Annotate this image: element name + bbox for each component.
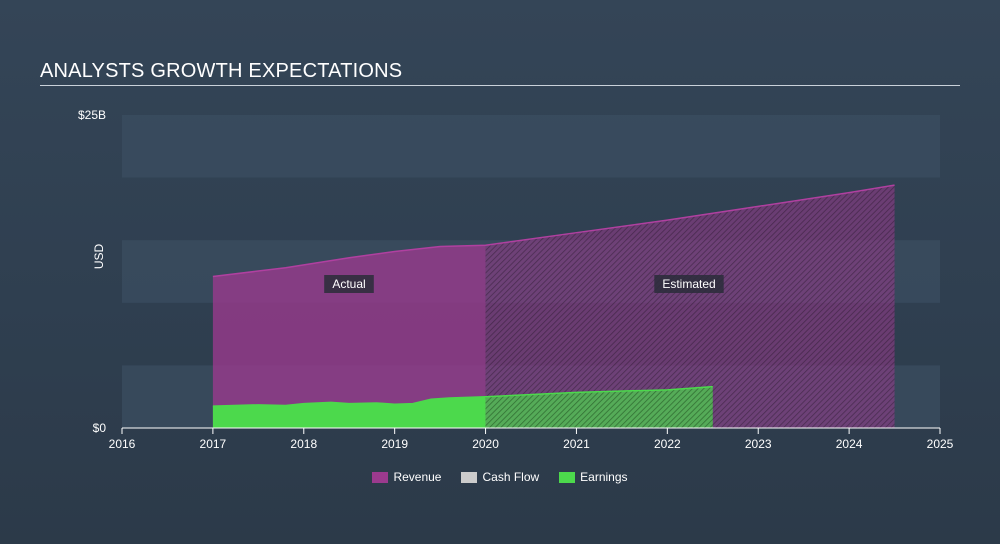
x-tick-label-2023: 2023 <box>745 437 772 451</box>
legend-label: Earnings <box>580 470 628 484</box>
legend-swatch <box>559 471 576 483</box>
estimated-label-bg <box>654 275 724 293</box>
x-tick-label-2017: 2017 <box>200 437 227 451</box>
x-tick-label-2020: 2020 <box>472 437 499 451</box>
legend-item-cash-flow[interactable]: Cash Flow <box>461 470 539 484</box>
legend-label: Revenue <box>393 470 442 484</box>
grid-band <box>122 115 940 178</box>
actual-label: Actual <box>324 275 374 293</box>
earnings-line <box>212 385 713 407</box>
legend-item-earnings[interactable]: Earnings <box>559 470 628 484</box>
legend-label: Cash Flow <box>482 470 540 484</box>
x-tick-label-2024: 2024 <box>836 437 863 451</box>
legend-item-revenue[interactable]: Revenue <box>372 470 441 484</box>
y-axis-label: USD <box>92 244 106 270</box>
title-divider <box>40 85 960 86</box>
legend-swatch <box>372 471 389 483</box>
x-tick-label-2018: 2018 <box>290 437 317 451</box>
chart-legend: Revenue Cash Flow Earnings <box>0 470 1000 484</box>
estimated-label: Estimated <box>654 275 724 293</box>
estimated-label-text: Estimated <box>662 277 715 291</box>
y-tick-label-max: $25B <box>78 108 106 122</box>
x-tick-label-2016: 2016 <box>109 437 136 451</box>
x-tick-label-2021: 2021 <box>563 437 590 451</box>
actual-label-text: Actual <box>332 277 365 291</box>
page-title: ANALYSTS GROWTH EXPECTATIONS <box>40 60 403 82</box>
legend-swatch <box>461 471 478 483</box>
x-tick-label-2025: 2025 <box>927 437 954 451</box>
x-tick-label-2022: 2022 <box>654 437 681 451</box>
x-tick-label-2019: 2019 <box>381 437 408 451</box>
revenue-line <box>212 184 895 278</box>
actual-label-bg <box>324 275 374 293</box>
y-tick-label-min: $0 <box>93 421 107 435</box>
